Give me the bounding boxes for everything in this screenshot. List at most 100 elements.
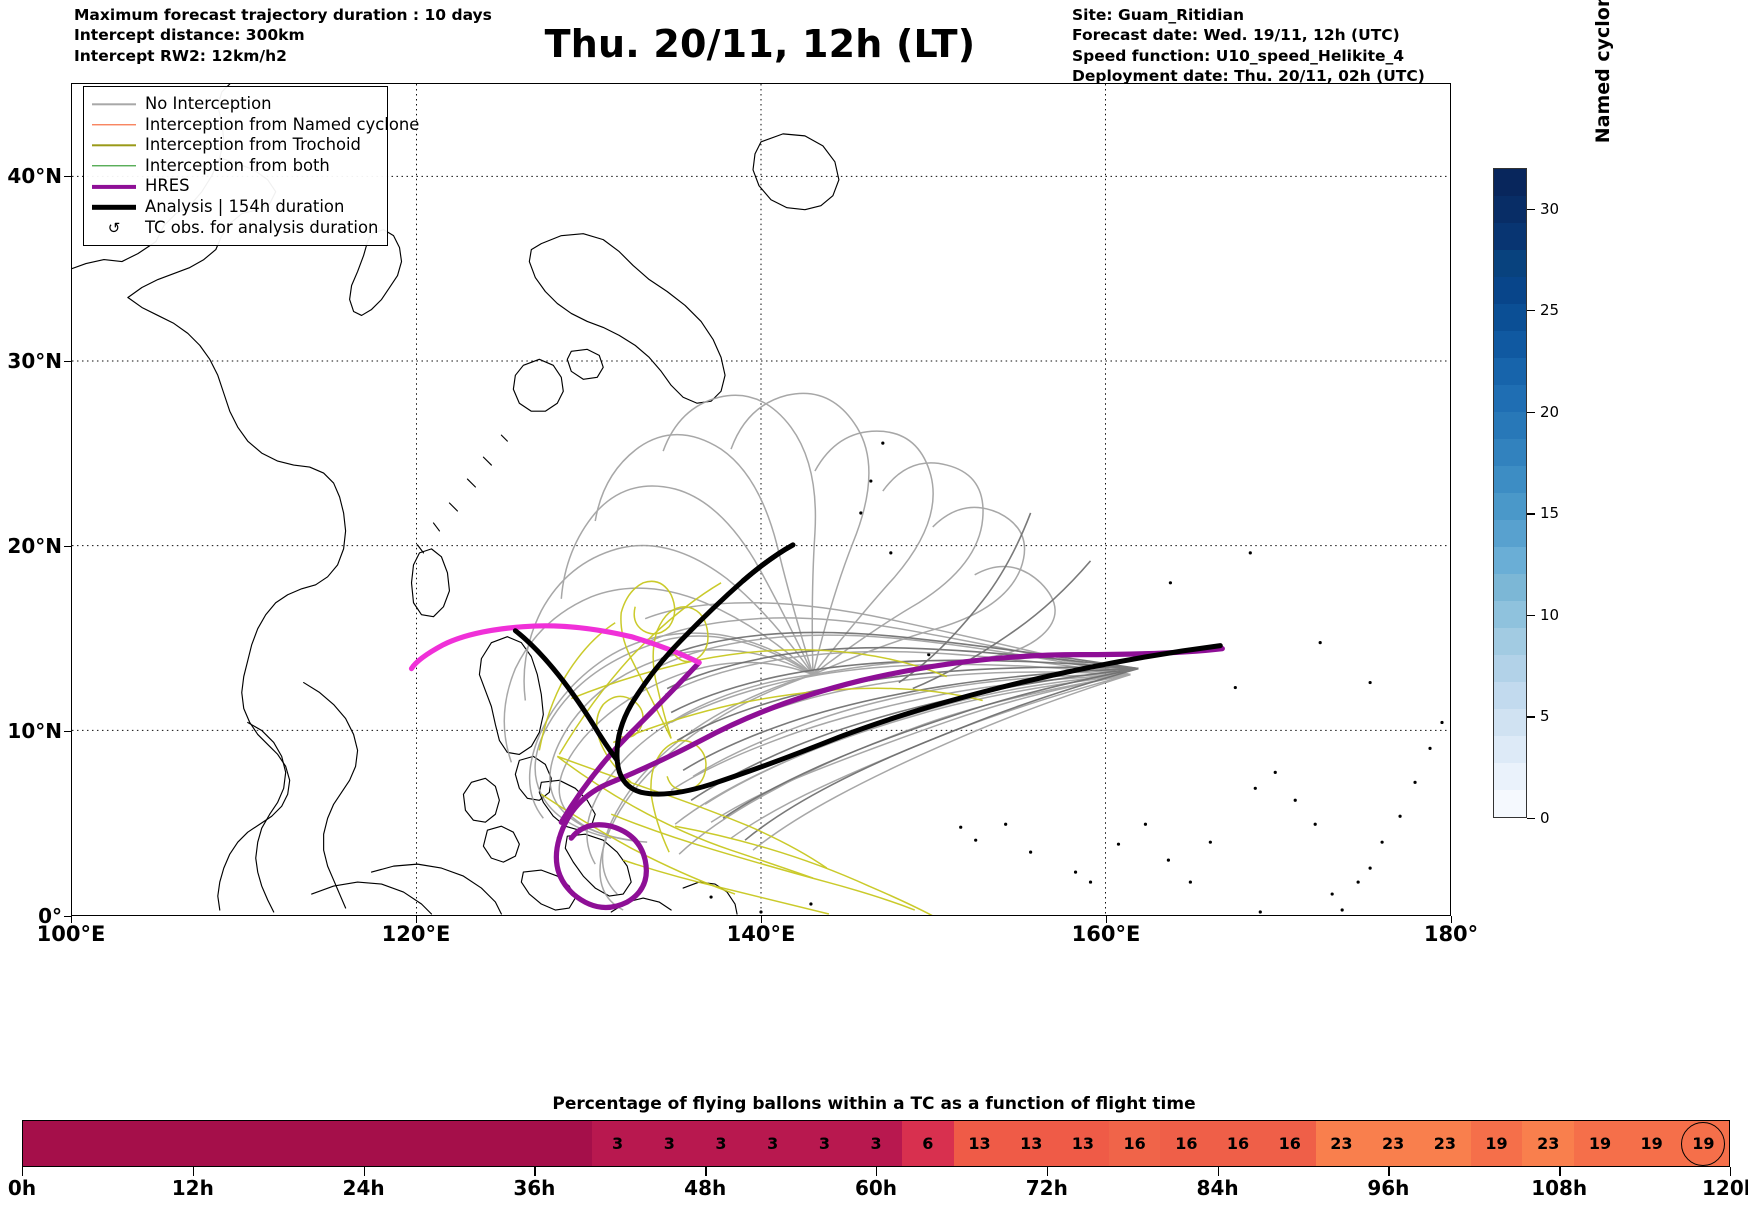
flight-time-cell[interactable]: 3 (850, 1121, 902, 1166)
island-dot (1273, 770, 1277, 774)
flight-time-cell-value: 3 (612, 1134, 624, 1153)
flight-time-cell[interactable]: 3 (591, 1121, 644, 1166)
flight-time-cell[interactable] (23, 1121, 75, 1166)
colorbar-step (1494, 493, 1526, 520)
flight-time-cell[interactable]: 3 (746, 1121, 799, 1166)
flight-time-cell-value: 13 (1071, 1134, 1095, 1153)
flight-time-tick-label: 120h (1702, 1176, 1748, 1200)
flight-time-cell[interactable]: 13 (953, 1121, 1006, 1166)
flight-time-cell[interactable]: 16 (1108, 1121, 1161, 1166)
flight-time-strip[interactable]: 3 3 3 3 3 3 6 13 13 13 16 16 16 16 23 23 23 19 23 19 19 19 (22, 1120, 1730, 1167)
island-dot (1368, 866, 1372, 870)
flight-time-cell-value: 16 (1278, 1134, 1301, 1153)
colorbar-tick-mark (1527, 716, 1535, 718)
flight-time-cell-value: 19 (1485, 1134, 1508, 1153)
island-dot (1116, 842, 1121, 846)
flight-time-cell[interactable]: 23 (1367, 1121, 1419, 1166)
coastlines (72, 84, 840, 915)
flight-time-cell[interactable] (178, 1121, 230, 1166)
longitude-tick-mark (71, 916, 72, 923)
flight-time-cell-value: 3 (663, 1134, 675, 1153)
flight-time-cell[interactable]: 23 (1315, 1121, 1368, 1166)
flight-time-cell[interactable] (333, 1121, 385, 1166)
flight-time-tick-label: 0h (7, 1176, 37, 1200)
flight-time-cell-value: 3 (870, 1134, 882, 1153)
flight-time-cell-value: 3 (818, 1134, 830, 1153)
flight-time-cell[interactable]: 3 (695, 1121, 747, 1166)
island-dot (869, 479, 873, 483)
flight-time-cell[interactable] (126, 1121, 179, 1166)
header-left-line-3: Intercept RW2: 12km/h2 (74, 46, 287, 65)
island-dot (889, 551, 893, 555)
bottom-strip-title: Percentage of flying ballons within a TC… (552, 1094, 1196, 1114)
flight-time-cell[interactable] (229, 1121, 282, 1166)
colorbar-tick-mark (1527, 818, 1535, 820)
island-dot (959, 825, 963, 829)
flight-time-cell-value: 23 (1330, 1134, 1353, 1153)
flight-time-cell[interactable]: 3 (798, 1121, 851, 1166)
legend-line-swatch (92, 200, 136, 214)
flight-time-cell-value: 19 (1588, 1134, 1612, 1153)
trajectory-analysis (512, 542, 1223, 797)
flight-time-tick-label: 108h (1531, 1176, 1588, 1200)
colorbar-step (1494, 169, 1526, 196)
flight-time-tick-mark (1730, 1167, 1732, 1176)
colorbar-tick-label: 0 (1540, 809, 1550, 827)
island-dot (881, 441, 885, 445)
colorbar-step (1494, 763, 1526, 790)
header-deployment-date: Deployment date: Thu. 20/11, 02h (UTC) (1072, 67, 1425, 86)
colorbar-tick-label: 20 (1540, 402, 1560, 421)
colorbar (1493, 168, 1527, 818)
colorbar-tick-label: 10 (1540, 605, 1560, 624)
flight-time-tick-mark (1046, 1167, 1049, 1176)
flight-time-cell[interactable]: 19 (1677, 1121, 1730, 1166)
flight-time-cell[interactable]: 19 (1470, 1121, 1523, 1166)
colorbar-step (1494, 385, 1526, 412)
flight-time-cell[interactable] (540, 1121, 592, 1166)
flight-time-cell[interactable]: 23 (1522, 1121, 1575, 1166)
flight-time-cell[interactable] (74, 1121, 127, 1166)
flight-time-cell[interactable]: 19 (1574, 1121, 1626, 1166)
flight-time-tick-mark (1217, 1167, 1219, 1176)
latitude-tick-mark (64, 360, 71, 362)
flight-time-cell[interactable]: 23 (1418, 1121, 1471, 1166)
flight-time-cell[interactable] (281, 1121, 334, 1166)
flight-time-cell[interactable]: 3 (643, 1121, 696, 1166)
flight-time-cell-value: 19 (1692, 1134, 1715, 1153)
flight-time-cell[interactable]: 13 (1057, 1121, 1109, 1166)
latitude-tick-mark (64, 175, 71, 177)
colorbar-step (1494, 250, 1526, 277)
flight-time-cell[interactable] (436, 1121, 489, 1166)
header-site: Site: Guam_Ritidian (1072, 6, 1244, 24)
flight-time-cell[interactable]: 13 (1005, 1121, 1058, 1166)
island-dot (1398, 814, 1402, 818)
island-dot (1340, 908, 1344, 912)
island-dot (1233, 685, 1237, 690)
flight-time-cell[interactable] (488, 1121, 541, 1166)
flight-time-cell-value: 3 (767, 1134, 779, 1153)
colorbar-step (1494, 439, 1526, 466)
flight-time-tick-mark (705, 1167, 707, 1176)
flight-time-cell[interactable]: 19 (1625, 1121, 1678, 1166)
legend-item: No Interception (92, 94, 378, 115)
latitude-tick-mark (64, 545, 71, 547)
flight-time-cell[interactable]: 16 (1160, 1121, 1213, 1166)
flight-time-cell[interactable]: 6 (901, 1121, 954, 1166)
header-left-line-1: Maximum forecast trajectory duration : 1… (74, 6, 492, 24)
colorbar-step (1494, 520, 1526, 547)
longitude-tick-mark (416, 916, 417, 923)
header-left-line-2: Intercept distance: 300km (74, 26, 305, 45)
colorbar-tick-label: 30 (1540, 199, 1560, 218)
flight-time-cell-value: 3 (715, 1134, 727, 1153)
island-dot (1440, 720, 1444, 725)
flight-time-tick-label: 24h (342, 1176, 385, 1200)
flight-time-cell-value: 23 (1433, 1134, 1456, 1153)
flight-time-cell[interactable] (384, 1121, 437, 1166)
flight-time-cell[interactable]: 16 (1212, 1121, 1264, 1166)
flight-time-cell[interactable]: 16 (1263, 1121, 1316, 1166)
header-right-info: Site: Guam_Ritidian Forecast date: Wed. … (1072, 5, 1425, 87)
legend-line-swatch (92, 180, 136, 194)
trajectory-hres (408, 623, 1225, 911)
header-speed-function: Speed function: U10_speed_Helikite_4 (1072, 46, 1405, 65)
colorbar-step (1494, 628, 1526, 655)
